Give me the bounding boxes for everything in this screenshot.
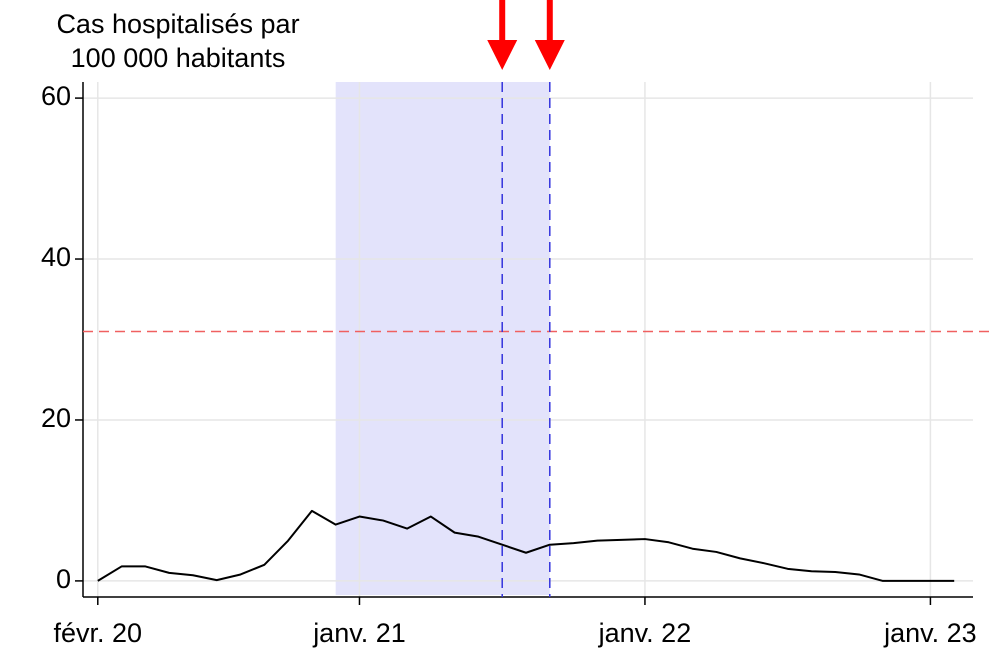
y-tick-label: 60 (41, 81, 71, 111)
data-line (97, 509, 955, 582)
shaded-period (335, 82, 550, 595)
x-tick-label: févr. 20 (54, 618, 143, 648)
y-tick-label: 40 (41, 242, 71, 272)
x-tick-label: janv. 22 (598, 618, 692, 648)
x-tick-label: janv. 23 (883, 618, 977, 648)
y-axis-label: Cas hospitalisés par (56, 9, 299, 39)
y-tick-label: 0 (56, 564, 71, 594)
arrow-head (487, 40, 518, 70)
x-tick-label: janv. 21 (312, 618, 406, 648)
arrow-head (534, 40, 565, 70)
y-axis-label: 100 000 habitants (71, 43, 286, 73)
y-tick-label: 20 (41, 403, 71, 433)
